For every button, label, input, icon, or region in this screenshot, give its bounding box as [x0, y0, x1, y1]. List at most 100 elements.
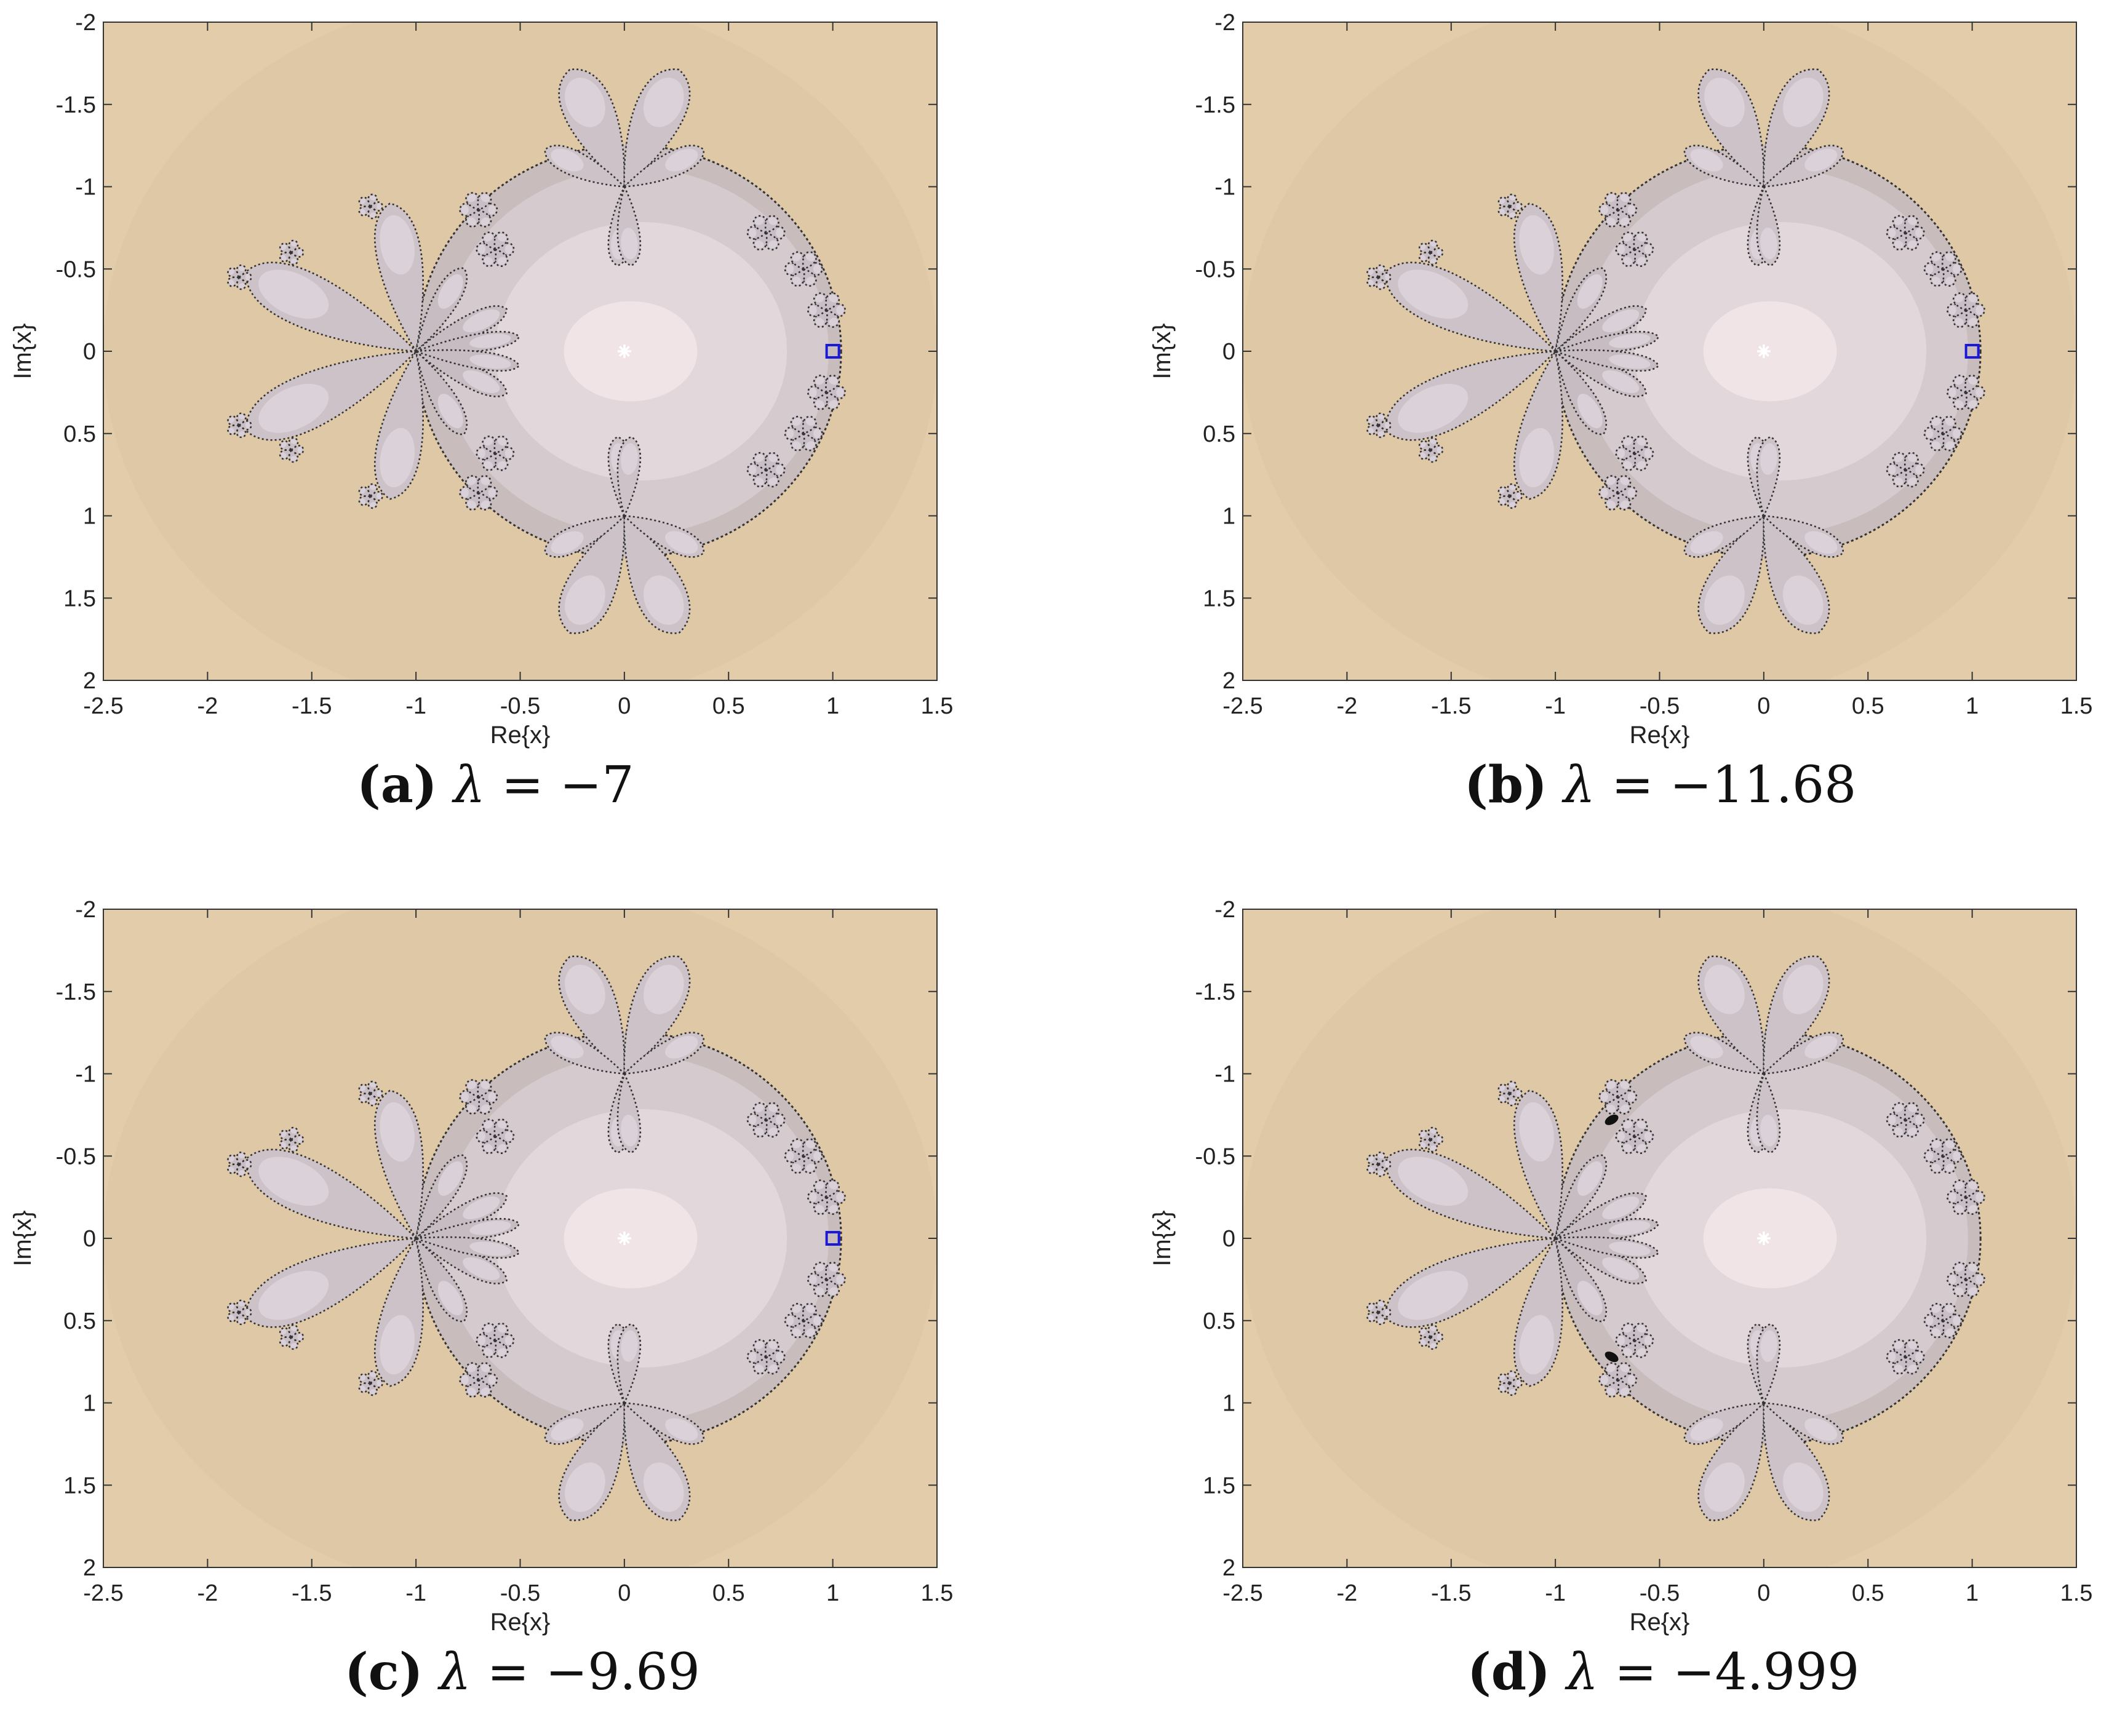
x-tick-label: 0 [1757, 693, 1770, 719]
petal [558, 955, 626, 1076]
y-tick-label: 2 [1222, 668, 1235, 694]
petal [622, 1401, 705, 1445]
y-tick-label: -1.5 [56, 979, 96, 1005]
small-petal [1427, 1126, 1438, 1141]
x-axis-label: Re{x} [1630, 1609, 1690, 1636]
small-petal [825, 1179, 840, 1198]
bottom-flower [544, 436, 705, 634]
small-flowers [1366, 192, 1986, 511]
x-tick-label: -2.5 [83, 1580, 123, 1606]
petal [1763, 955, 1830, 1076]
x-tick-label: 0.5 [712, 1580, 745, 1606]
x-tick-label: 1 [826, 1580, 839, 1606]
left-flower [245, 202, 520, 500]
small-petal [802, 415, 817, 435]
small-petal [236, 1299, 247, 1314]
petal [413, 1192, 508, 1240]
petal [1761, 514, 1844, 558]
petal [1756, 1071, 1781, 1154]
small-petal [1427, 437, 1438, 452]
panel-a: -2.5 -2 -1.5 -1 -0.5 0 0.5 1 1.5 -2 -1.5 -1 -0.5 0 0.5… [9, 10, 954, 749]
petal [622, 145, 705, 188]
y-tick-label: 1.5 [63, 586, 96, 611]
caption-tag: (a) [357, 755, 437, 814]
petal [1683, 1401, 1766, 1445]
small-petal [1941, 1138, 1956, 1157]
petal [622, 1032, 705, 1075]
x-tick-label: -2 [1336, 693, 1357, 719]
x-tick-label: -2.5 [1222, 693, 1262, 719]
caption-equals: = [487, 1643, 530, 1702]
y-tick-label: -0.5 [56, 257, 96, 282]
small-petal [764, 1339, 779, 1358]
petal [413, 350, 508, 397]
small-petal [1904, 1102, 1919, 1121]
small-petal [1507, 1080, 1518, 1095]
x-tick-label: -1.5 [292, 1580, 332, 1606]
x-tick-label: 1.5 [921, 693, 954, 719]
petal [1384, 1149, 1558, 1240]
top-flower [1683, 68, 1844, 267]
small-petal [1427, 239, 1438, 254]
caption-value: −11.68 [1669, 756, 1857, 814]
x-tick-label: 1 [1966, 693, 1979, 719]
petal [623, 1401, 691, 1521]
caption-value: −9.69 [545, 1643, 700, 1702]
y-tick-label: 2 [83, 1555, 96, 1581]
y-tick-label: 1 [83, 1391, 96, 1417]
petal [1513, 349, 1563, 500]
petal [622, 514, 705, 558]
small-petal [1616, 475, 1632, 494]
small-petal [288, 437, 299, 452]
small-petal [1375, 1299, 1386, 1314]
small-petal [477, 475, 492, 494]
square-marker [825, 1231, 840, 1246]
small-petal [477, 192, 492, 211]
petal [1384, 1237, 1558, 1328]
petal [616, 184, 642, 267]
petal [1555, 1217, 1660, 1241]
bottom-flower [1683, 436, 1844, 634]
petal [1384, 261, 1558, 352]
caption-tag: (d) [1467, 1642, 1550, 1702]
small-petal [1964, 1262, 1980, 1281]
small-petal [1964, 375, 1980, 394]
petal [1761, 1032, 1844, 1075]
small-petal [1964, 292, 1980, 311]
petal [1555, 1236, 1660, 1259]
small-petal [802, 1302, 817, 1322]
petal [623, 514, 691, 634]
y-tick-label: 1 [83, 504, 96, 530]
x-tick-label: -0.5 [500, 1580, 540, 1606]
x-tick-label: -1 [1545, 693, 1566, 719]
petal [623, 68, 691, 189]
small-petal [367, 193, 378, 208]
small-petal [493, 1118, 509, 1137]
petal [1513, 1236, 1563, 1387]
petal [1554, 349, 1608, 436]
square-marker [825, 344, 840, 359]
small-petal [1941, 251, 1956, 270]
asterisk-marker [1756, 1232, 1771, 1245]
x-tick-label: 1.5 [2060, 1580, 2093, 1606]
asterisk-marker [617, 344, 631, 358]
petal [1683, 514, 1766, 558]
y-tick-label: -2 [75, 897, 96, 923]
y-tick-label: 0 [83, 1226, 96, 1252]
petal [1756, 436, 1781, 519]
caption-panel-a: (a) λ = −7 [357, 755, 634, 814]
petal [1552, 305, 1647, 352]
y-tick-label: 0 [83, 339, 96, 365]
petal [1697, 514, 1765, 634]
left-flower [1384, 1089, 1660, 1387]
y-tick-label: -2 [1214, 10, 1235, 36]
y-tick-label: 1 [1222, 504, 1235, 530]
x-tick-label: 1 [1966, 1580, 1979, 1606]
x-tick-label: -0.5 [1640, 1580, 1680, 1606]
top-flower [544, 68, 705, 267]
y-tick-label: 1 [1222, 1391, 1235, 1417]
y-tick-label: -1 [75, 175, 96, 201]
small-petal [1941, 1302, 1956, 1322]
panel-b: -2.5 -2 -1.5 -1 -0.5 0 0.5 1 1.5 -2 -1.5 -1 -0.5 0 0.5… [1149, 10, 2092, 749]
caption-symbol: λ [453, 756, 485, 814]
